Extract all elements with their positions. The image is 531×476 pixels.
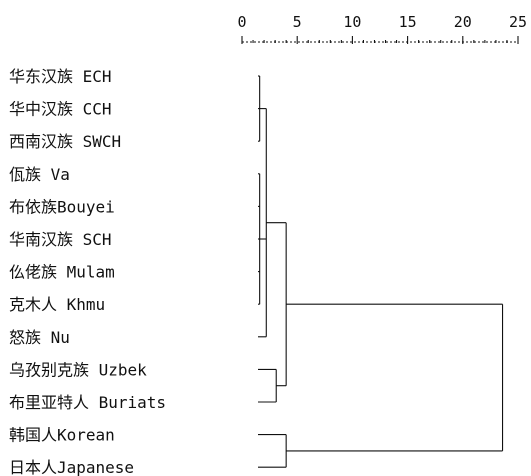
axis-tick-label: 10 xyxy=(343,13,361,31)
leaf-label: 怒族 Nu xyxy=(9,328,70,347)
axis-tick-label: 25 xyxy=(509,13,527,31)
axis-tick-label: 15 xyxy=(399,13,417,31)
leaf-label: 乌孜别克族 Uzbek xyxy=(9,360,147,379)
leaf-labels: 华东汉族 ECH 华中汉族 CCH 西南汉族 SWCH 佤族 Va 布依族Bouyei 华… xyxy=(9,67,166,476)
leaf-label: 华中汉族 CCH xyxy=(9,100,112,119)
axis-tick-label: 5 xyxy=(293,13,302,31)
cluster-tree xyxy=(258,75,504,468)
leaf-label: 华东汉族 ECH xyxy=(9,67,112,86)
leaf-label: 西南汉族 SWCH xyxy=(9,132,121,151)
axis-tick-label: 20 xyxy=(454,13,472,31)
leaf-label: 华南汉族 SCH xyxy=(9,230,112,249)
distance-axis: 0 5 10 15 20 25 xyxy=(237,13,527,44)
leaf-label: 仫佬族 Mulam xyxy=(9,263,115,282)
axis-tick-label: 0 xyxy=(237,13,246,31)
leaf-label: 韩国人Korean xyxy=(9,426,115,445)
leaf-label: 佤族 Va xyxy=(9,165,70,184)
leaf-label: 日本人Japanese xyxy=(9,458,134,476)
leaf-label: 布里亚特人 Buriats xyxy=(9,393,166,412)
leaf-label: 布依族Bouyei xyxy=(9,197,115,216)
leaf-label: 克木人 Khmu xyxy=(9,295,105,314)
